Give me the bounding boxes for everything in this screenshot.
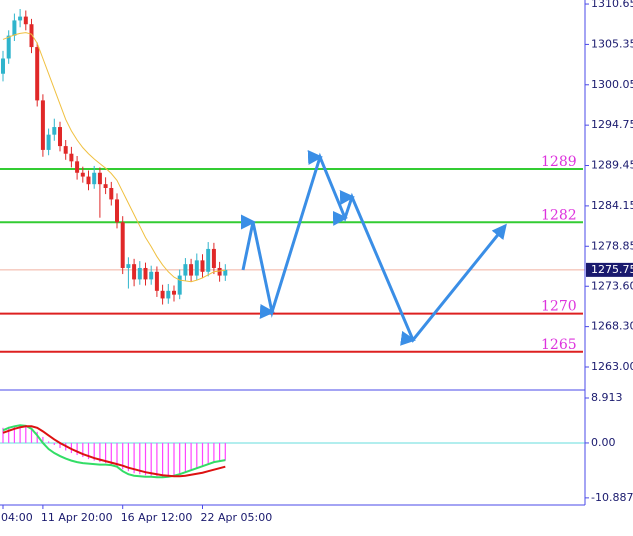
candle-body xyxy=(12,20,17,36)
candle-body xyxy=(194,260,199,276)
y-tick-label: 1305.35 xyxy=(591,37,633,50)
y-tick-label: 1273.60 xyxy=(591,279,633,292)
candle-body xyxy=(200,260,205,272)
candle-body xyxy=(166,290,171,299)
moving-average xyxy=(2,32,226,283)
level-label: 1289 xyxy=(541,154,577,170)
candle-body xyxy=(58,127,62,147)
signal-line xyxy=(2,425,226,478)
candle-body xyxy=(52,127,57,135)
x-tick-label: 11 Apr 20:00 xyxy=(41,511,113,524)
current-price-box xyxy=(586,262,633,277)
candle-body xyxy=(63,146,68,154)
candle-body xyxy=(75,161,80,173)
y-tick-label: 1289.45 xyxy=(591,159,633,172)
candle-body xyxy=(154,271,159,291)
candle-body xyxy=(92,172,97,185)
y-tick-label: 1268.30 xyxy=(591,320,633,333)
y-tick-label: 1263.00 xyxy=(591,360,633,373)
candle-body xyxy=(177,275,182,295)
candle-body xyxy=(29,24,34,48)
candle-body xyxy=(69,153,74,162)
candle-body xyxy=(40,100,45,150)
level-label: 1270 xyxy=(541,299,577,315)
y-tick-label: 1284.15 xyxy=(591,199,633,212)
candle-body xyxy=(97,172,102,185)
y-tick-label: 1300.05 xyxy=(591,78,633,91)
candle-body xyxy=(46,134,51,150)
x-tick-label: 16 Apr 12:00 xyxy=(121,511,193,524)
candle-body xyxy=(23,16,28,25)
y-tick-label: 1310.65 xyxy=(591,0,633,10)
candle-body xyxy=(6,35,11,59)
candle-body xyxy=(18,16,23,21)
x-tick-label: 04:00 xyxy=(1,511,33,524)
level-label: 1265 xyxy=(541,337,577,353)
candle-body xyxy=(189,264,194,276)
candle-body xyxy=(137,267,142,280)
candle-body xyxy=(132,264,137,280)
candle-body xyxy=(223,269,228,276)
candle-body xyxy=(103,184,108,188)
candle-body xyxy=(115,199,119,223)
y-tick-label: 1278.85 xyxy=(591,239,633,252)
level-label: 1282 xyxy=(541,207,577,223)
candle-body xyxy=(80,172,85,177)
candle-body xyxy=(120,222,125,268)
candle-body xyxy=(183,264,188,276)
candle-body xyxy=(160,290,165,299)
candle-body xyxy=(172,290,176,295)
y-tick-label: 0.00 xyxy=(591,436,616,449)
current-price-label: 1275.75 xyxy=(591,263,633,276)
candle-body xyxy=(126,264,131,268)
x-tick-label: 22 Apr 05:00 xyxy=(201,511,273,524)
candle-body xyxy=(35,47,40,101)
candle-body xyxy=(1,58,5,74)
y-tick-label: -10.887 xyxy=(591,491,633,504)
candle-body xyxy=(217,267,222,276)
candle-body xyxy=(211,248,216,268)
candle-body xyxy=(206,248,211,272)
candle-body xyxy=(86,176,91,185)
candle-body xyxy=(149,271,154,280)
y-tick-label: 1294.75 xyxy=(591,118,633,131)
y-tick-label: 8.913 xyxy=(591,391,623,404)
candle-body xyxy=(143,267,148,280)
forecast-arrows xyxy=(240,150,507,346)
candle-body xyxy=(109,187,114,200)
signal-line xyxy=(2,424,226,479)
